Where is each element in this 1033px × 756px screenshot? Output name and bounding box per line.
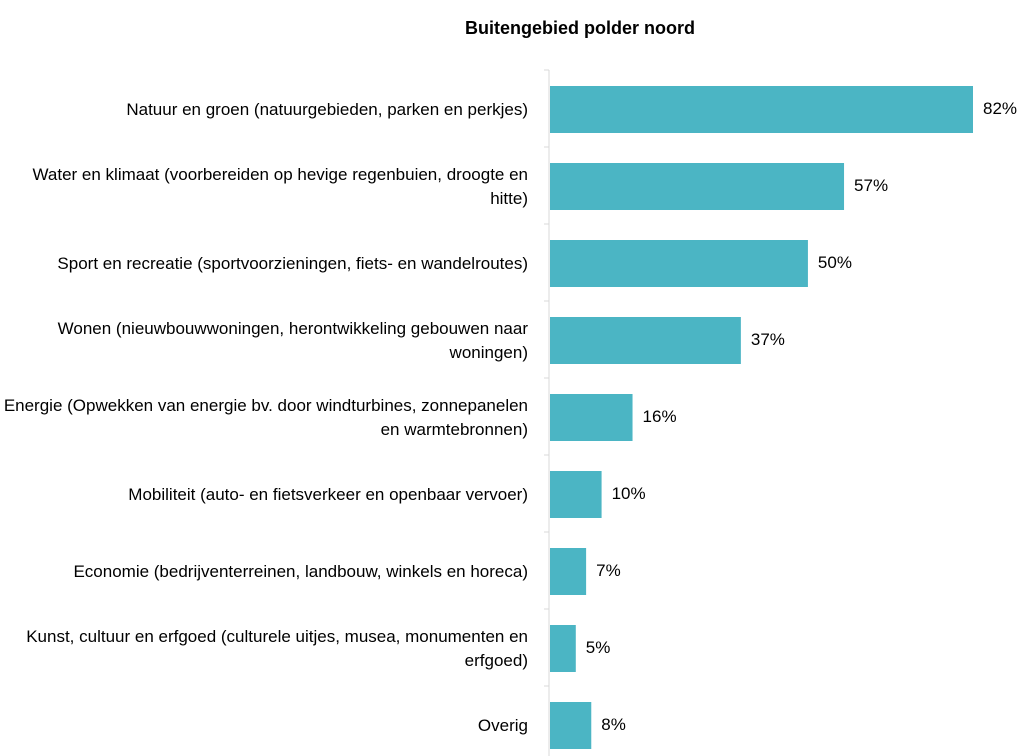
category-label: Energie (Opwekken van energie bv. door w… — [3, 395, 528, 439]
category-label: Natuur en groen (natuurgebieden, parken … — [126, 99, 528, 119]
value-label: 82% — [983, 99, 1017, 118]
value-label: 5% — [586, 638, 611, 657]
bar — [550, 317, 741, 364]
bar — [550, 625, 576, 672]
category-label: Kunst, cultuur en erfgoed (culturele uit… — [26, 626, 528, 670]
category-label: Mobiliteit (auto- en fietsverkeer en ope… — [128, 484, 528, 504]
value-label: 7% — [596, 561, 621, 580]
chart-title: Buitengebied polder noord — [465, 18, 695, 38]
value-label: 37% — [751, 330, 785, 349]
bar — [550, 394, 633, 441]
bar — [550, 471, 602, 518]
category-label: Sport en recreatie (sportvoorzieningen, … — [57, 253, 528, 273]
value-label: 10% — [612, 484, 646, 503]
value-label: 16% — [643, 407, 677, 426]
value-label: 57% — [854, 176, 888, 195]
value-label: 8% — [601, 715, 626, 734]
category-label: Water en klimaat (voorbereiden op hevige… — [32, 164, 528, 208]
bar — [550, 702, 592, 749]
category-label: Overig — [477, 715, 528, 735]
bar — [550, 240, 808, 287]
bar — [550, 86, 973, 133]
bar — [550, 163, 845, 210]
category-label: Wonen (nieuwbouwwoningen, herontwikkelin… — [57, 318, 528, 362]
value-label: 50% — [818, 253, 852, 272]
bar — [550, 548, 587, 595]
category-label: Economie (bedrijventerreinen, landbouw, … — [73, 561, 528, 581]
